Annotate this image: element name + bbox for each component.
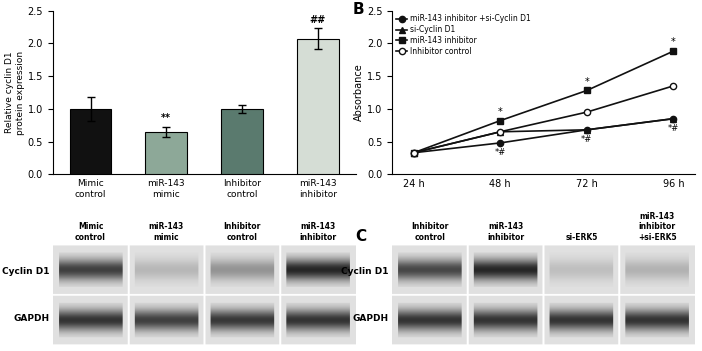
si-Cyclin D1	[583, 128, 591, 132]
miR-143 inhibitor +si-Cyclin D1	[669, 117, 677, 121]
Y-axis label: Absorbance: Absorbance	[354, 64, 364, 121]
Line: Inhibitor control: Inhibitor control	[411, 83, 677, 156]
Text: Inhibitor
control: Inhibitor control	[223, 223, 260, 242]
Text: C: C	[356, 229, 366, 244]
Text: miR-143
inhibitor: miR-143 inhibitor	[299, 223, 336, 242]
miR-143 inhibitor +si-Cyclin D1	[409, 151, 418, 155]
Bar	[145, 132, 187, 174]
miR-143 inhibitor	[669, 49, 677, 53]
Text: miR-143
inhibitor
+si-ERK5: miR-143 inhibitor +si-ERK5	[638, 212, 677, 242]
si-Cyclin D1	[409, 151, 418, 155]
Text: ##: ##	[310, 15, 326, 25]
Text: B: B	[352, 2, 364, 17]
Inhibitor control	[583, 110, 591, 114]
Line: miR-143 inhibitor +si-Cyclin D1: miR-143 inhibitor +si-Cyclin D1	[411, 115, 677, 156]
Inhibitor control	[409, 151, 418, 155]
Text: **: **	[161, 113, 171, 123]
Text: Cyclin D1: Cyclin D1	[341, 267, 389, 276]
Inhibitor control	[496, 130, 505, 134]
Inhibitor control	[669, 84, 677, 88]
Text: *: *	[584, 77, 589, 87]
si-Cyclin D1	[496, 130, 505, 134]
Text: miR-143
inhibitor: miR-143 inhibitor	[487, 223, 524, 242]
Text: GAPDH: GAPDH	[13, 314, 50, 324]
Text: Cyclin D1: Cyclin D1	[2, 267, 50, 276]
Text: *: *	[671, 37, 676, 47]
Bar	[221, 109, 263, 174]
Bar	[69, 109, 112, 174]
Text: si-ERK5: si-ERK5	[565, 233, 597, 242]
Text: GAPDH: GAPDH	[353, 314, 389, 324]
miR-143 inhibitor	[409, 151, 418, 155]
miR-143 inhibitor +si-Cyclin D1	[583, 128, 591, 132]
Text: miR-143
mimic: miR-143 mimic	[149, 223, 184, 242]
Text: *: *	[498, 107, 503, 117]
Line: si-Cyclin D1: si-Cyclin D1	[411, 115, 677, 156]
Text: *#: *#	[581, 135, 592, 144]
Text: *#: *#	[495, 147, 506, 157]
Text: Mimic
control: Mimic control	[75, 223, 106, 242]
miR-143 inhibitor	[496, 119, 505, 123]
Text: *#: *#	[668, 124, 679, 133]
Legend: miR-143 inhibitor +si-Cyclin D1, si-Cyclin D1, miR-143 inhibitor, Inhibitor cont: miR-143 inhibitor +si-Cyclin D1, si-Cycl…	[396, 14, 531, 56]
Y-axis label: Relative cyclin D1
protein expression: Relative cyclin D1 protein expression	[5, 51, 25, 134]
miR-143 inhibitor	[583, 88, 591, 93]
Text: Inhibitor
control: Inhibitor control	[411, 223, 449, 242]
Bar	[297, 39, 338, 174]
si-Cyclin D1	[669, 117, 677, 121]
miR-143 inhibitor +si-Cyclin D1	[496, 141, 505, 145]
Line: miR-143 inhibitor: miR-143 inhibitor	[411, 48, 677, 156]
